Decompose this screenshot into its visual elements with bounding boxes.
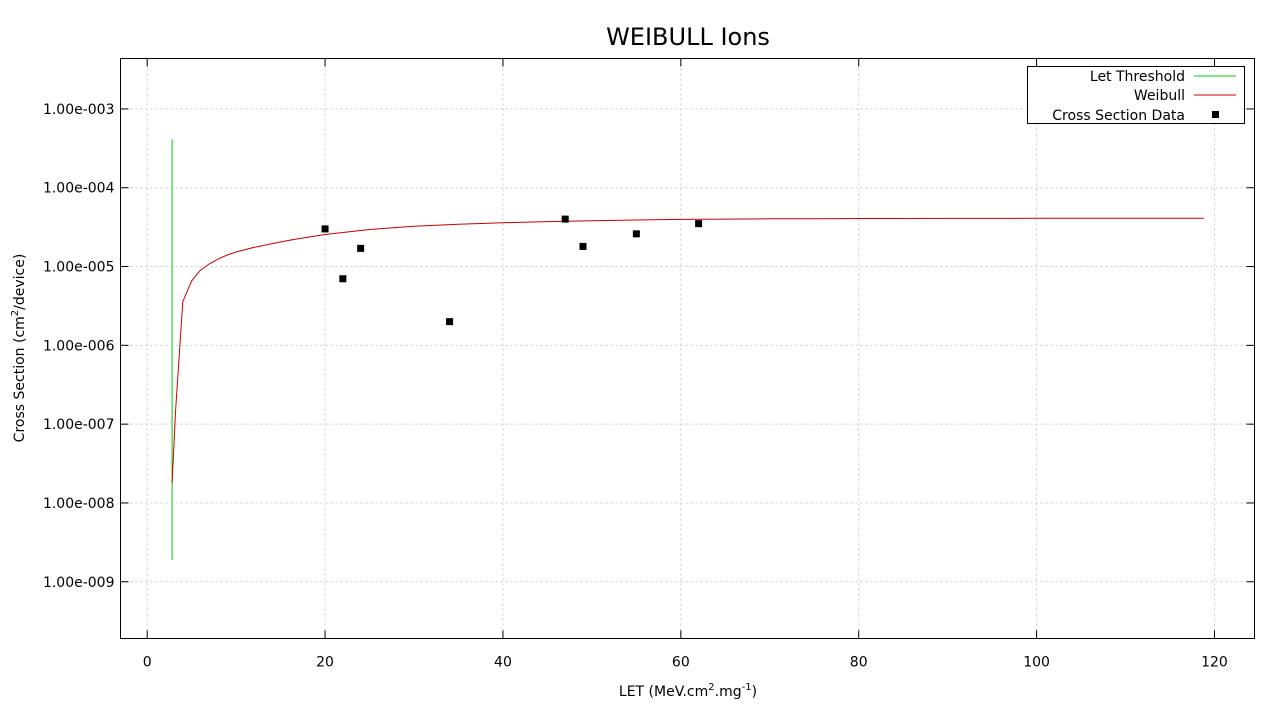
x-tick-label: 40 <box>494 655 512 671</box>
data-point <box>321 225 329 233</box>
x-tick-label: 0 <box>143 655 152 671</box>
x-tick-label: 120 <box>1201 655 1228 671</box>
legend-label-weibull: Weibull <box>1134 88 1185 104</box>
data-point <box>357 244 365 252</box>
data-point <box>632 230 640 238</box>
axis-ticks: 0 20 40 60 80 100 120 1.00e-009 1.00e-008 1.00e-0… <box>43 58 1255 671</box>
data-point <box>561 215 569 223</box>
grid <box>120 58 1255 639</box>
plot-series <box>171 139 1204 560</box>
y-tick-label: 1.00e-009 <box>43 575 115 591</box>
legend-swatch-data <box>1212 111 1219 118</box>
legend: Let Threshold Weibull Cross Section Data <box>1027 66 1245 124</box>
series-line-weibull <box>171 217 1204 483</box>
y-tick-label: 1.00e-006 <box>43 338 115 354</box>
y-tick-label: 1.00e-005 <box>43 260 115 276</box>
y-tick-label: 1.00e-007 <box>43 417 115 433</box>
y-tick-label: 1.00e-008 <box>43 496 115 512</box>
data-point <box>446 318 454 326</box>
plot-frame <box>120 58 1255 639</box>
data-point <box>339 275 347 283</box>
x-tick-label: 60 <box>672 655 690 671</box>
chart-title: WEIBULL Ions <box>606 23 770 51</box>
x-axis-label: LET (MeV.cm2.mg-1) <box>619 682 757 700</box>
y-axis-label: Cross Section (cm2/device) <box>10 254 28 443</box>
data-point <box>579 242 587 250</box>
x-tick-label: 80 <box>850 655 868 671</box>
legend-label-threshold: Let Threshold <box>1090 69 1185 85</box>
data-point <box>695 220 703 228</box>
legend-label-data: Cross Section Data <box>1052 108 1185 124</box>
x-tick-label: 100 <box>1023 655 1050 671</box>
y-tick-label: 1.00e-004 <box>43 181 115 197</box>
x-tick-label: 20 <box>316 655 334 671</box>
y-tick-label: 1.00e-003 <box>43 102 115 118</box>
